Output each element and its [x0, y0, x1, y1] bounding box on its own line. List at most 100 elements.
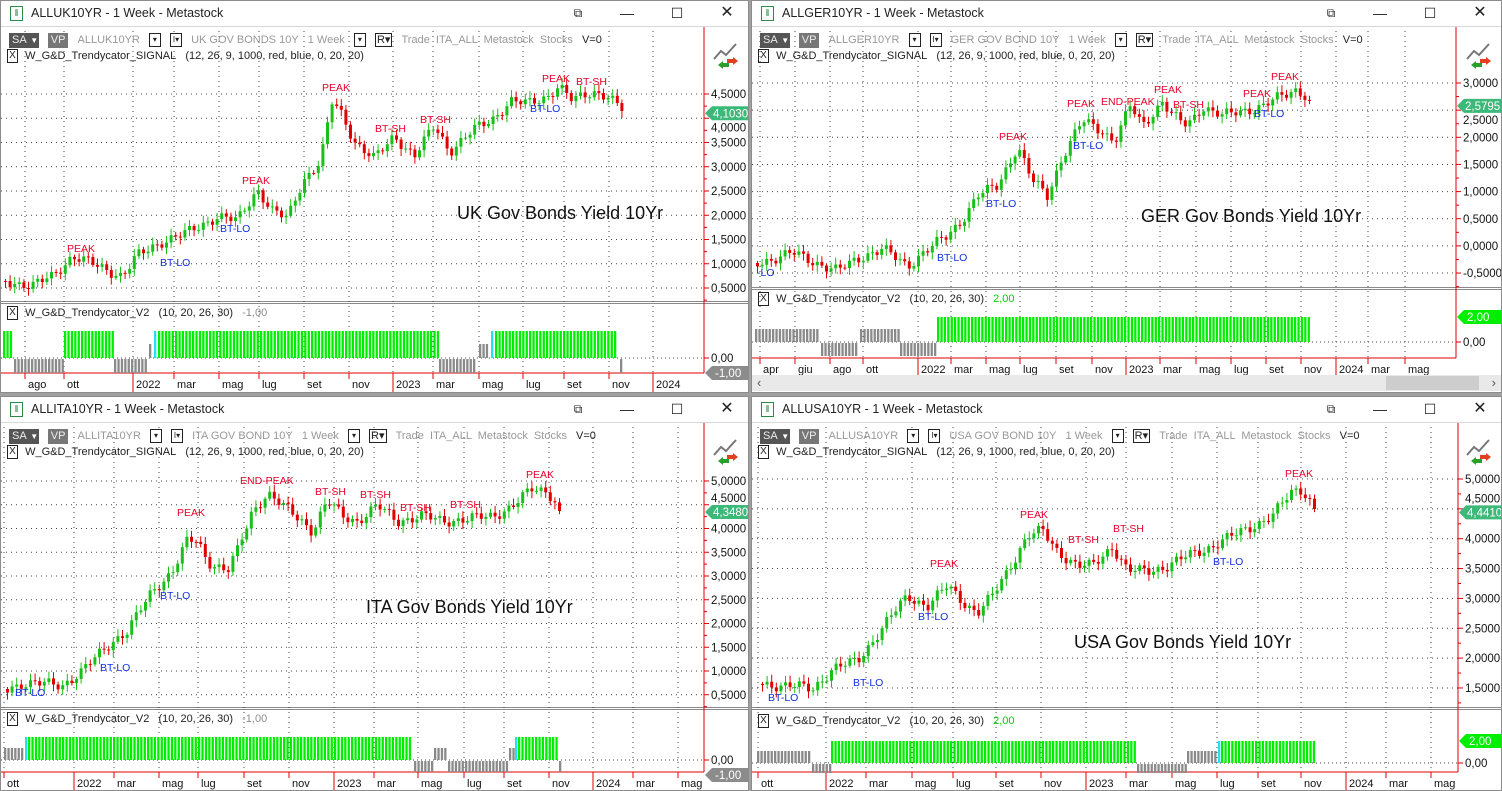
remove-indicator-button[interactable]: X — [758, 445, 769, 459]
symbol-label[interactable]: ALLUK10YR — [77, 34, 140, 46]
horizontal-scrollbar[interactable]: ‹ › — [752, 375, 1501, 391]
chart-type-icon[interactable]: I▾ — [170, 33, 182, 47]
histogram-bar — [1304, 317, 1307, 342]
minimize-button[interactable]: — — [1373, 5, 1387, 21]
remove-indicator-button[interactable]: X — [758, 49, 769, 63]
periodicity-label[interactable]: 1 Week — [1065, 430, 1103, 442]
minimize-button[interactable]: — — [620, 401, 634, 417]
candle — [107, 645, 111, 656]
periodicity-label[interactable]: 1 Week — [307, 34, 345, 46]
month-label: ago — [833, 364, 851, 376]
sa-button[interactable]: SA — [760, 429, 781, 444]
r-dropdown-button[interactable]: R▾ — [1132, 429, 1151, 443]
symbol-dropdown-icon[interactable]: ▾ — [907, 429, 920, 443]
title-bar[interactable]: ⫴ ALLUK10YR - 1 Week - Metastock ⧉ — ☐ ✕ — [1, 1, 748, 27]
trade-signals-icon[interactable] — [1466, 43, 1491, 69]
signal-indicator-name[interactable]: W_G&D_Trendycator_SIGNAL — [25, 446, 177, 458]
chart-type-icon[interactable]: I▾ — [929, 33, 942, 47]
candle — [268, 486, 272, 502]
maximize-button[interactable]: ☐ — [1423, 5, 1437, 21]
title-bar[interactable]: ⫴ ALLITA10YR - 1 Week - Metastock ⧉ — ☐ … — [1, 397, 748, 423]
sa-dropdown-icon[interactable]: ▼ — [780, 429, 790, 444]
sa-button[interactable]: SA — [9, 33, 30, 48]
symbol-label[interactable]: ALLITA10YR — [77, 430, 141, 442]
vp-button[interactable]: VP — [47, 33, 69, 48]
histogram-bar — [263, 331, 266, 358]
scrollbar-thumb[interactable] — [1386, 376, 1479, 390]
sa-button[interactable]: SA — [760, 33, 781, 48]
chart-type-icon[interactable]: I▾ — [171, 429, 184, 443]
remove-indicator-button[interactable]: X — [758, 292, 769, 306]
close-button[interactable]: ✕ — [1473, 400, 1487, 417]
r-dropdown-button[interactable]: R▾ — [1135, 33, 1154, 47]
signal-indicator-name[interactable]: W_G&D_Trendycator_SIGNAL — [776, 446, 928, 458]
vp-button[interactable]: VP — [798, 429, 820, 444]
minimize-button[interactable]: — — [620, 5, 634, 21]
chart-window-allusa10yr: ⫴ ALLUSA10YR - 1 Week - Metastock ⧉ — ☐ … — [751, 396, 1502, 791]
trade-signals-icon[interactable] — [1466, 439, 1491, 465]
sa-dropdown-icon[interactable]: ▼ — [29, 429, 39, 444]
chart-canvas[interactable]: apr giu ago ott 2022 mar mag lug set nov 2023 mar ma… — [752, 1, 1502, 393]
sa-button[interactable]: SA — [9, 429, 30, 444]
title-bar[interactable]: ⫴ ALLUSA10YR - 1 Week - Metastock ⧉ — ☐ … — [752, 397, 1501, 423]
vp-button[interactable]: VP — [798, 33, 820, 48]
title-bar[interactable]: ⫴ ALLGER10YR - 1 Week - Metastock ⧉ — ☐ … — [752, 1, 1501, 27]
histogram-bar — [950, 741, 953, 763]
periodicity-dropdown-icon[interactable]: ▾ — [1114, 33, 1127, 47]
chart-canvas[interactable]: ago ott 2022 mar mag lug set nov 2023 mar mag lug se… — [1, 1, 749, 393]
periodicity-label[interactable]: 1 Week — [1068, 34, 1106, 46]
sa-dropdown-icon[interactable]: ▼ — [29, 33, 39, 48]
chart-canvas[interactable]: ott 2022 mar mag lug set nov 2023 mar mag lug set no… — [752, 397, 1502, 791]
popout-icon[interactable]: ⧉ — [573, 6, 583, 20]
maximize-button[interactable]: ☐ — [670, 5, 684, 21]
histogram-bar — [1244, 741, 1248, 763]
close-button[interactable]: ✕ — [720, 400, 734, 417]
maximize-button[interactable]: ☐ — [1423, 401, 1437, 417]
popout-icon[interactable]: ⧉ — [1326, 6, 1336, 20]
histogram-bar — [70, 331, 74, 358]
periodicity-dropdown-icon[interactable]: ▾ — [347, 429, 360, 443]
remove-indicator-button[interactable]: X — [7, 445, 18, 459]
symbol-dropdown-icon[interactable]: ▾ — [149, 429, 162, 443]
symbol-label[interactable]: ALLUSA10YR — [828, 430, 899, 442]
remove-indicator-button[interactable]: X — [7, 712, 18, 726]
remove-indicator-button[interactable]: X — [7, 306, 18, 320]
maximize-button[interactable]: ☐ — [670, 401, 684, 417]
periodicity-dropdown-icon[interactable]: ▾ — [1111, 429, 1124, 443]
signal-indicator-name[interactable]: W_G&D_Trendycator_SIGNAL — [776, 50, 928, 62]
candle — [226, 566, 230, 579]
popout-icon[interactable]: ⧉ — [573, 402, 583, 416]
close-button[interactable]: ✕ — [720, 4, 734, 21]
vp-button[interactable]: VP — [47, 429, 69, 444]
minimize-button[interactable]: — — [1373, 401, 1387, 417]
trend-indicator-name[interactable]: W_G&D_Trendycator_V2 — [25, 713, 150, 725]
periodicity-label[interactable]: 1 Week — [301, 430, 339, 442]
remove-indicator-button[interactable]: X — [758, 714, 769, 728]
trade-signals-icon[interactable] — [713, 439, 738, 465]
periodicity-dropdown-icon[interactable]: ▾ — [353, 33, 366, 47]
scroll-right-icon[interactable]: › — [1491, 375, 1496, 390]
scroll-left-icon[interactable]: ‹ — [757, 375, 762, 390]
histogram-bar — [586, 331, 590, 358]
chart-type-icon[interactable]: I▾ — [928, 429, 941, 443]
close-button[interactable]: ✕ — [1473, 4, 1487, 21]
sa-dropdown-icon[interactable]: ▼ — [780, 33, 790, 48]
symbol-label[interactable]: ALLGER10YR — [828, 34, 900, 46]
histogram-bar — [610, 331, 613, 358]
signal-indicator-name[interactable]: W_G&D_Trendycator_SIGNAL — [25, 50, 177, 62]
r-dropdown-button[interactable]: R▾ — [369, 429, 387, 443]
symbol-dropdown-icon[interactable]: ▾ — [908, 33, 921, 47]
histogram-bar — [1079, 741, 1082, 763]
remove-indicator-button[interactable]: X — [7, 49, 18, 63]
trade-signals-icon[interactable] — [713, 43, 738, 69]
histogram-bar — [1239, 317, 1242, 342]
popout-icon[interactable]: ⧉ — [1326, 402, 1336, 416]
r-dropdown-button[interactable]: R▾ — [374, 33, 393, 47]
symbol-dropdown-icon[interactable]: ▾ — [148, 33, 161, 47]
candle — [944, 235, 948, 246]
trend-indicator-name[interactable]: W_G&D_Trendycator_V2 — [25, 307, 150, 319]
chart-canvas[interactable]: ott 2022 mar mag lug set nov 2023 mar mag lug set no… — [1, 397, 749, 791]
trend-indicator-name[interactable]: W_G&D_Trendycator_V2 — [776, 293, 901, 305]
candle — [75, 676, 78, 690]
trend-indicator-name[interactable]: W_G&D_Trendycator_V2 — [776, 715, 901, 727]
